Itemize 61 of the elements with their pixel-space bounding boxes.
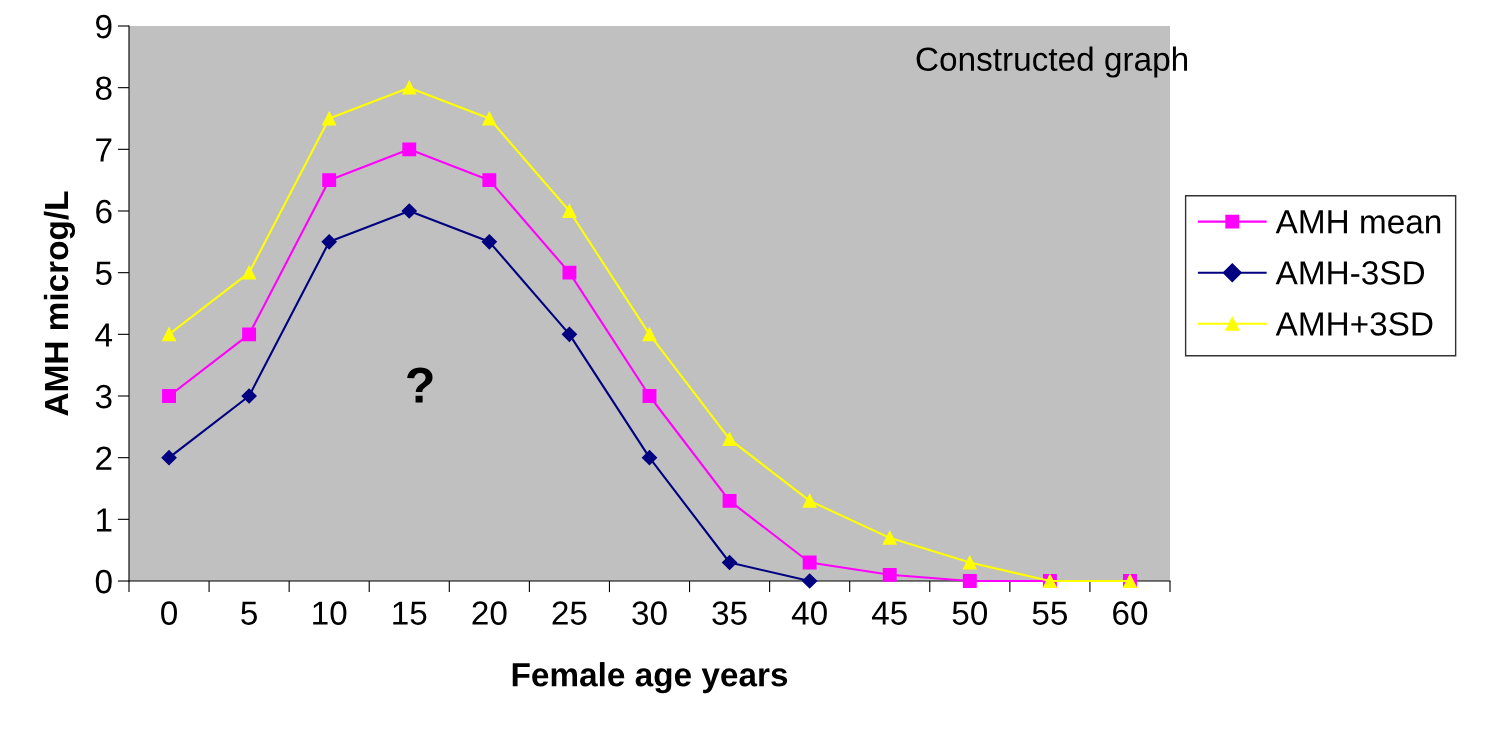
x-axis-title: Female age years xyxy=(512,662,788,694)
point xyxy=(562,204,577,218)
x-tick-label: 0 xyxy=(161,601,177,625)
point xyxy=(722,493,737,508)
x-tick-label: 5 xyxy=(241,601,257,625)
point xyxy=(882,530,897,545)
y-tick-label: 9 xyxy=(96,14,112,39)
y-tick-label: 0 xyxy=(95,569,112,594)
point xyxy=(641,450,658,466)
legend-label: AMH mean xyxy=(1275,210,1441,234)
point xyxy=(162,327,176,342)
x-tick-label: 60 xyxy=(1113,601,1148,625)
point xyxy=(482,173,497,188)
y-tick-label: 3 xyxy=(95,384,112,409)
point xyxy=(962,555,977,570)
x-tick-label: 30 xyxy=(632,601,667,625)
annotation: Constructed graph xyxy=(916,46,1188,78)
point xyxy=(321,234,337,250)
y-axis-title: AMH microg/L xyxy=(43,191,76,416)
point xyxy=(322,111,337,126)
point xyxy=(162,389,176,403)
x-tick-label: 25 xyxy=(552,601,587,625)
y-tick-label: 4 xyxy=(95,323,113,347)
x-tick-label: 15 xyxy=(393,601,427,625)
point xyxy=(402,80,417,95)
point xyxy=(402,142,417,157)
point xyxy=(482,111,497,126)
point xyxy=(802,493,817,508)
y-tick-label: 6 xyxy=(96,199,112,224)
point xyxy=(401,203,417,219)
annotation: ? xyxy=(407,367,433,403)
point xyxy=(802,555,817,570)
x-tick-label: 45 xyxy=(871,601,907,625)
x-tick-label: 20 xyxy=(472,601,507,625)
x-tick-label: 40 xyxy=(791,601,827,625)
point xyxy=(802,573,818,589)
legend-label: AMH-3SD xyxy=(1275,261,1425,285)
x-tick-label: 55 xyxy=(1032,601,1068,625)
point xyxy=(241,388,257,404)
x-tick-label: 35 xyxy=(712,601,747,625)
y-tick-label: 2 xyxy=(96,446,112,470)
x-tick-label: 50 xyxy=(952,601,988,625)
point xyxy=(962,574,977,588)
point xyxy=(882,567,897,582)
point xyxy=(242,265,257,280)
y-tick-label: 1 xyxy=(97,508,112,532)
y-tick-label: 8 xyxy=(95,76,112,101)
legend-label: AMH+3SD xyxy=(1275,312,1433,336)
point xyxy=(481,234,497,250)
point xyxy=(161,450,177,466)
point xyxy=(561,326,577,342)
point xyxy=(642,327,657,342)
y-tick-label: 5 xyxy=(95,261,112,286)
y-tick-label: 7 xyxy=(96,138,112,162)
x-tick-label: 10 xyxy=(313,601,347,625)
point xyxy=(722,432,737,447)
point xyxy=(642,389,657,403)
point xyxy=(562,265,577,280)
point xyxy=(242,327,257,342)
point xyxy=(722,554,738,571)
point xyxy=(322,173,337,188)
